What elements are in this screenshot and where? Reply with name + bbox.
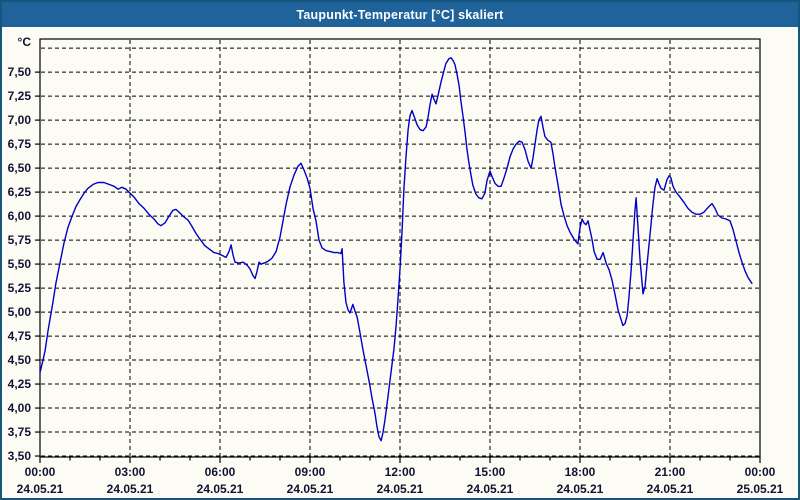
x-tick-date-label: 25.05.21 <box>737 482 784 496</box>
x-tick-time-label: 12:00 <box>385 465 416 479</box>
y-tick-label: 5,25 <box>8 281 32 295</box>
y-tick-label: 6,50 <box>8 161 32 175</box>
y-tick-label: 7,50 <box>8 65 32 79</box>
chart-area: 3,50 3,75 4,00 4,25 4,50 4,75 5,00 5,25 5,50 5,75… <box>2 27 798 498</box>
y-tick-label: 4,25 <box>8 377 32 391</box>
x-tick-time-label: 03:00 <box>115 465 146 479</box>
x-tick-date-label: 24.05.21 <box>287 482 334 496</box>
y-tick-label: 6,25 <box>8 185 32 199</box>
x-tick-date-label: 24.05.21 <box>197 482 244 496</box>
y-axis-ticks <box>35 71 40 457</box>
x-tick-date-label: 24.05.21 <box>467 482 514 496</box>
x-tick-time-label: 18:00 <box>565 465 596 479</box>
y-axis-unit-label: °C <box>18 35 32 49</box>
plot-border <box>39 38 761 458</box>
x-gridlines <box>129 40 671 456</box>
y-tick-label: 4,50 <box>8 353 32 367</box>
y-tick-label: 5,50 <box>8 257 32 271</box>
x-tick-date-label: 24.05.21 <box>647 482 694 496</box>
y-axis-labels: 3,50 3,75 4,00 4,25 4,50 4,75 5,00 5,25 5,50 5,75… <box>8 35 32 463</box>
y-tick-label: 5,00 <box>8 305 32 319</box>
x-tick-date-label: 24.05.21 <box>17 482 64 496</box>
x-tick-time-label: 09:00 <box>295 465 326 479</box>
temperature-line <box>39 57 753 442</box>
y-tick-label: 6,75 <box>8 137 32 151</box>
title-bar: Taupunkt-Temperatur [°C] skaliert <box>2 2 798 27</box>
y-tick-label: 4,75 <box>8 329 32 343</box>
x-tick-time-label: 21:00 <box>655 465 686 479</box>
x-axis-labels: 00:00 24.05.21 03:00 24.05.21 06:00 24.05.21 0… <box>17 465 784 496</box>
x-tick-time-label: 00:00 <box>25 465 56 479</box>
x-tick-time-label: 15:00 <box>475 465 506 479</box>
x-tick-date-label: 24.05.21 <box>107 482 154 496</box>
y-tick-label: 7,25 <box>8 89 32 103</box>
y-tick-label: 3,75 <box>8 425 32 439</box>
x-tick-date-label: 24.05.21 <box>377 482 424 496</box>
y-tick-label: 5,75 <box>8 233 32 247</box>
x-tick-time-label: 06:00 <box>205 465 236 479</box>
x-tick-time-label: 00:00 <box>745 465 776 479</box>
y-tick-label: 3,50 <box>8 449 32 463</box>
chart-title: Taupunkt-Temperatur [°C] skaliert <box>296 7 504 22</box>
x-tick-date-label: 24.05.21 <box>557 482 604 496</box>
y-tick-label: 4,00 <box>8 401 32 415</box>
x-axis-ticks <box>39 457 761 463</box>
y-tick-label: 7,00 <box>8 113 32 127</box>
y-tick-label: 6,00 <box>8 209 32 223</box>
line-chart: 3,50 3,75 4,00 4,25 4,50 4,75 5,00 5,25 5,50 5,75… <box>8 35 784 496</box>
